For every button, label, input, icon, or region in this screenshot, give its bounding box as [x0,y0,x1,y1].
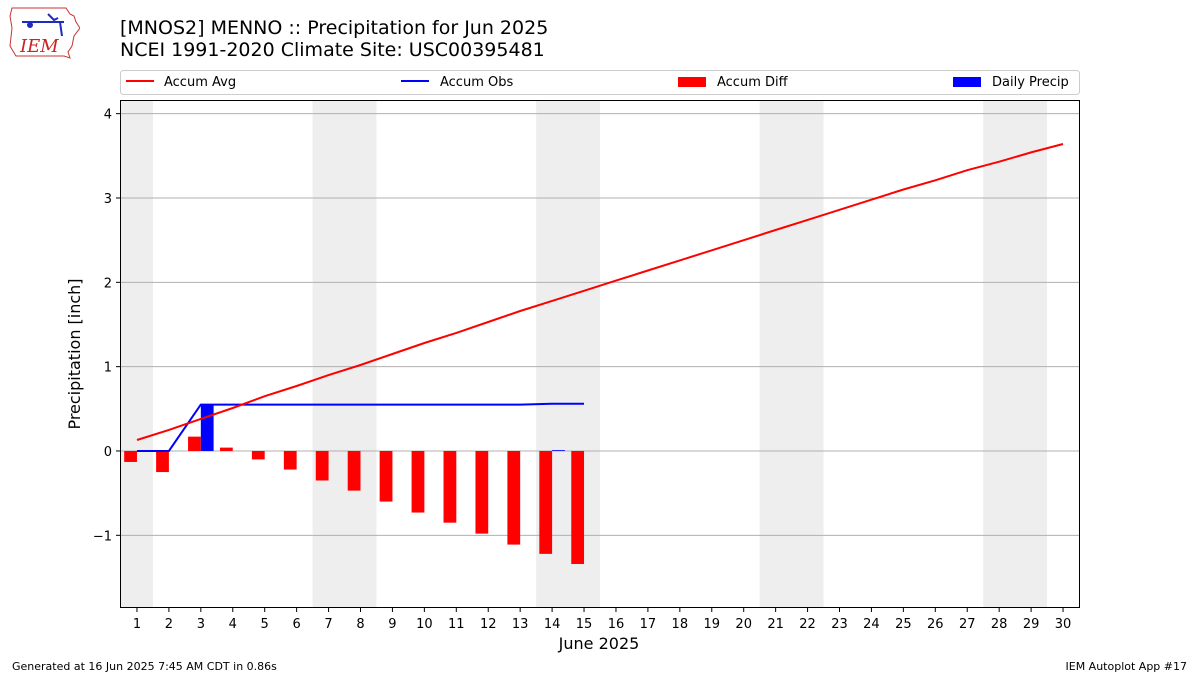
accum-diff-bars [124,436,585,564]
legend-item-accum-avg: Accum Avg [126,75,236,90]
legend-item-accum-obs: Accum Obs [401,75,513,90]
x-tick-label: 3 [197,617,205,632]
x-tick-label: 15 [576,617,593,632]
y-tick-label: 3 [104,192,112,207]
app-credit: IEM Autoplot App #17 [1065,660,1188,673]
x-tick-label: 4 [229,617,237,632]
accum-diff-bar [283,450,297,470]
y-tick-label: 4 [104,108,112,123]
accum-avg-line [136,143,1064,441]
x-tick-label: 6 [292,617,300,632]
accum-diff-bar [539,450,553,554]
accum-diff-bar [379,450,393,502]
y-tick-label: 1 [104,361,112,376]
daily-precip-bar [552,450,565,451]
y-axis-ticks: −1 0 1 2 3 4 [93,108,121,544]
chart-title: [MNOS2] MENNO :: Precipitation for Jun 2… [120,17,548,61]
legend-label-daily-precip: Daily Precip [992,75,1069,90]
x-tick-label: 29 [1023,617,1040,632]
x-tick-label: 25 [895,617,912,632]
legend-swatch-accum-diff [678,77,706,87]
x-tick-label: 14 [544,617,561,632]
x-tick-label: 26 [927,617,944,632]
accum-diff-bar [188,436,201,451]
accum-diff-bar [315,450,329,481]
weekend-band-1 [121,101,153,607]
x-tick-label: 30 [1055,617,1072,632]
weekend-shading [121,101,1048,607]
x-tick-label: 12 [480,617,497,632]
x-tick-label: 22 [799,617,816,632]
legend-item-daily-precip: Daily Precip [953,75,1069,90]
legend: Accum Avg Accum Obs Accum Diff Daily Pre… [120,70,1080,95]
accum-diff-bar [219,447,233,451]
series-lines [136,143,1064,452]
accum-diff-bar [475,450,489,534]
accum-diff-bar [571,450,585,564]
iem-logo: IEM [8,6,81,60]
accum-diff-bar [347,450,361,491]
x-tick-label: 5 [261,617,269,632]
x-tick-label: 13 [512,617,529,632]
plot-frame [120,100,1080,608]
legend-label-accum-diff: Accum Diff [717,75,789,90]
x-tick-label: 9 [388,617,396,632]
generated-timestamp: Generated at 16 Jun 2025 7:45 AM CDT in … [12,660,277,673]
x-tick-label: 1 [133,617,141,632]
y-axis-label: Precipitation [inch] [65,278,84,429]
x-tick-label: 28 [991,617,1008,632]
accum-diff-bar [251,450,265,460]
daily-precip-bar [200,404,214,451]
accum-diff-bar [124,450,137,462]
x-tick-label: 16 [608,617,625,632]
legend-label-accum-avg: Accum Avg [164,75,236,90]
x-axis-label: June 2025 [558,634,640,653]
weekend-band-4 [759,101,824,607]
svg-text:IEM: IEM [19,36,59,57]
y-tick-label: 0 [104,445,112,460]
x-tick-label: 21 [767,617,784,632]
gridlines [121,113,1079,536]
legend-box [120,70,1080,95]
x-tick-label: 11 [448,617,465,632]
x-tick-label: 10 [416,617,433,632]
x-tick-label: 2 [165,617,173,632]
legend-label-accum-obs: Accum Obs [440,75,513,90]
y-tick-label: 2 [104,276,112,291]
x-tick-label: 20 [735,617,752,632]
weekend-band-2 [312,101,377,607]
x-tick-label: 17 [640,617,657,632]
accum-obs-line [137,402,584,452]
x-tick-label: 8 [356,617,364,632]
legend-swatch-daily-precip [953,77,981,87]
x-tick-label: 23 [831,617,848,632]
accum-diff-bar [443,450,457,523]
accum-diff-bar [507,450,521,545]
weekend-band-5 [983,101,1048,607]
x-tick-label: 19 [703,617,720,632]
legend-item-accum-diff: Accum Diff [678,75,789,90]
x-tick-label: 27 [959,617,976,632]
x-axis-ticks: 1 2 3 4 5 6 7 8 9 10 11 12 13 14 15 16 17 18 19 20 21 22 23 24 2… [133,607,1071,632]
y-tick-label: −1 [93,529,112,544]
accum-diff-bar [411,450,425,513]
x-tick-label: 18 [672,617,689,632]
x-tick-label: 7 [324,617,332,632]
title-line-1: [MNOS2] MENNO :: Precipitation for Jun 2… [120,17,549,39]
daily-precip-bars [200,404,565,451]
accum-diff-bar [156,450,169,473]
x-tick-label: 24 [863,617,880,632]
title-line-2: NCEI 1991-2020 Climate Site: USC00395481 [120,39,545,61]
